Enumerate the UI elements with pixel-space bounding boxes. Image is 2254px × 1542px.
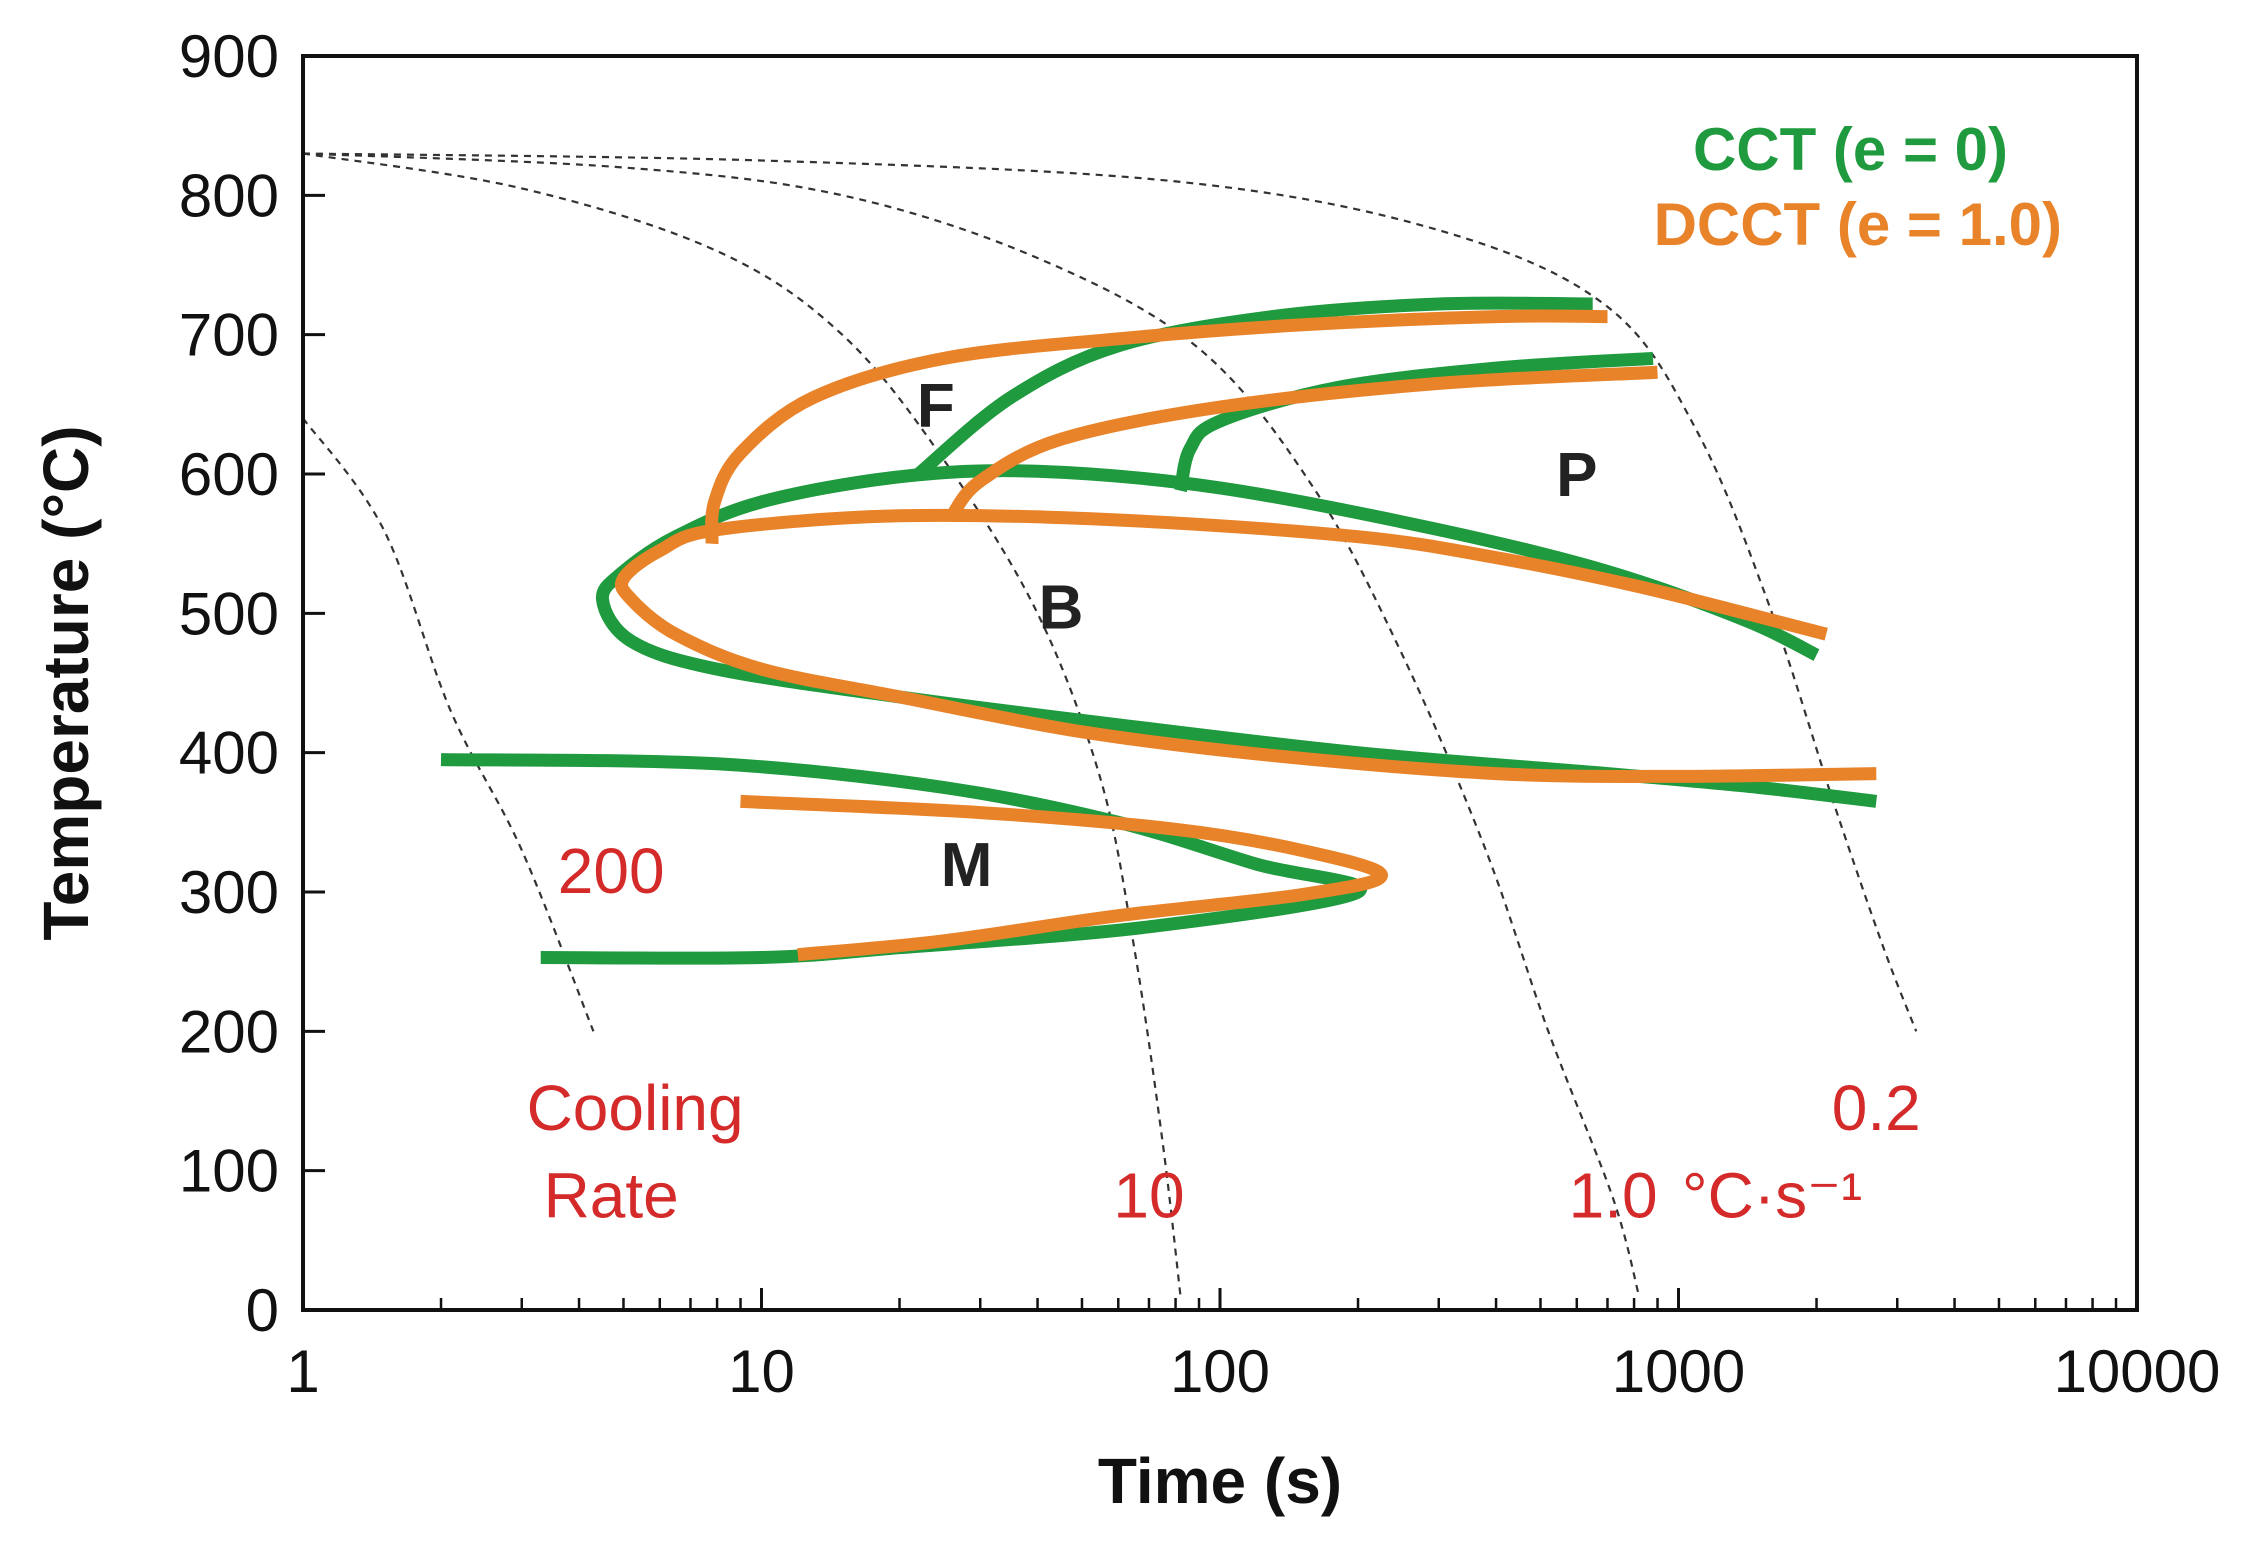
region-label-m: M	[941, 831, 993, 900]
y-tick-label: 900	[179, 23, 279, 90]
x-tick-label: 10000	[2054, 1338, 2221, 1405]
annotations: F P B M 200 Cooling Rate 10 1.0 °C·s⁻¹ 0.2	[527, 371, 1921, 1231]
y-tick-label: 600	[179, 441, 279, 508]
cooling-curves	[303, 152, 1918, 1297]
region-label-p: P	[1556, 441, 1597, 510]
region-label-f: F	[917, 371, 955, 440]
cooling-rate-label-1: Cooling	[527, 1072, 744, 1144]
y-tick-label: 300	[179, 859, 279, 926]
axis-ticks: 1 10 100 1000 10000 0 100 200 300 400 500 600 700 800…	[179, 23, 2221, 1405]
y-tick-label: 800	[179, 162, 279, 229]
y-axis-title: Temperature (°C)	[30, 425, 102, 940]
x-tick-label: 1	[286, 1338, 319, 1405]
x-axis-title: Time (s)	[1098, 1445, 1342, 1517]
transformation-curves	[440, 296, 1878, 965]
cooling-rate-label-0: 200	[558, 835, 665, 907]
cooling-rate-label-5: °C·s⁻¹	[1682, 1160, 1862, 1232]
y-tick-label: 0	[246, 1277, 279, 1344]
y-tick-label: 100	[179, 1138, 279, 1205]
y-tick-label: 200	[179, 998, 279, 1065]
legend-entry-dcct: DCCT (e = 1.0)	[1654, 191, 2062, 258]
x-tick-label: 100	[1170, 1338, 1270, 1405]
cooling-rate-label-2: Rate	[544, 1160, 679, 1232]
region-label-b: B	[1039, 573, 1084, 642]
cooling-rate-label-6: 0.2	[1832, 1072, 1921, 1144]
cooling-rate-label-4: 1.0	[1569, 1160, 1658, 1232]
x-tick-label: 10	[728, 1338, 795, 1405]
y-tick-label: 500	[179, 580, 279, 647]
dcct-curve-3	[740, 794, 1388, 962]
dcct-curve-1	[946, 365, 1658, 520]
y-tick-label: 400	[179, 720, 279, 787]
cooling-curve-2	[303, 152, 1641, 1297]
legend-entry-cct: CCT (e = 0)	[1693, 116, 2008, 183]
cooling-curve-3	[303, 152, 1918, 1032]
dcct-curve-2	[614, 508, 1877, 783]
cooling-curve-0	[303, 417, 595, 1032]
dcct-curve-0	[705, 309, 1608, 545]
x-tick-label: 1000	[1612, 1338, 1745, 1405]
y-tick-label: 700	[179, 302, 279, 369]
cooling-rate-label-3: 10	[1113, 1160, 1184, 1232]
